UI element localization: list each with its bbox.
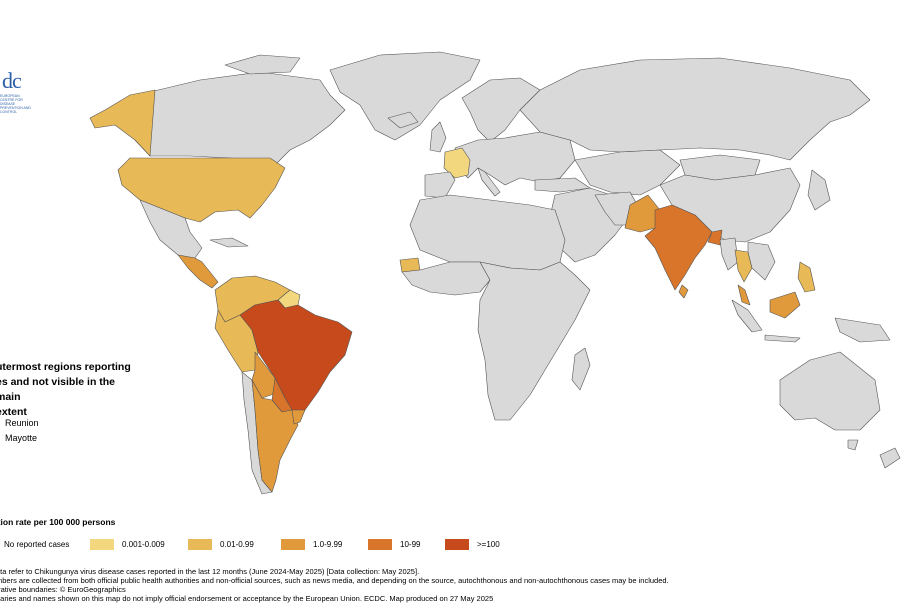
outermost-region-label: Reunion xyxy=(5,418,39,428)
note-line: ata refer to Chikungunya virus disease c… xyxy=(0,567,420,576)
philippines xyxy=(797,261,816,293)
alaska xyxy=(89,89,156,157)
legend-item: 10-99 xyxy=(368,538,420,552)
note-line: trative boundaries: © EuroGeographics xyxy=(0,585,126,594)
borneo xyxy=(769,291,801,319)
outermost-region-item: Reunion xyxy=(0,416,39,431)
new-guinea xyxy=(834,317,891,343)
outermost-title-line-3: extent xyxy=(0,406,27,418)
outermost-regions-title: utermost regions reporting es and not vi… xyxy=(0,360,141,420)
sumatra xyxy=(731,299,763,333)
java xyxy=(764,334,801,343)
iceland xyxy=(387,111,419,129)
central-east-africa xyxy=(477,261,591,421)
cuba xyxy=(209,237,249,248)
legend-swatch xyxy=(90,539,114,551)
indochina xyxy=(747,241,776,281)
legend-item: No reported cases xyxy=(4,538,69,552)
legend-item: 1.0-9.99 xyxy=(281,538,342,552)
legend-label: 10-99 xyxy=(400,540,421,549)
myanmar xyxy=(719,237,739,271)
legend-item: >=100 xyxy=(445,538,500,552)
france xyxy=(443,147,471,179)
canada xyxy=(134,71,346,166)
argentina xyxy=(251,379,299,493)
logo-subtitle: EUROPEAN CENTRE FOR DISEASE PREVENTION A… xyxy=(0,94,31,114)
scandinavia xyxy=(461,77,541,143)
outermost-title-line-1: utermost regions reporting xyxy=(0,361,131,373)
united-states xyxy=(117,157,286,223)
iberia xyxy=(424,171,456,199)
new-zealand xyxy=(879,447,901,469)
india xyxy=(644,204,713,291)
ecdc-logo: dc EUROPEAN CENTRE FOR DISEASE PREVENTIO… xyxy=(0,28,40,114)
italy xyxy=(477,167,501,197)
bangladesh xyxy=(707,229,723,246)
united-kingdom xyxy=(429,121,447,153)
tasmania xyxy=(847,439,859,451)
turkey xyxy=(534,177,591,193)
madagascar xyxy=(571,347,591,391)
legend-label: 0.001-0.009 xyxy=(122,540,165,549)
legend-label: 0.01-0.99 xyxy=(220,540,254,549)
west-africa xyxy=(401,261,491,296)
legend-title: ation rate per 100 000 persons xyxy=(0,517,116,527)
legend-swatch xyxy=(368,539,392,551)
mexico xyxy=(139,199,203,259)
north-africa xyxy=(409,194,566,271)
japan xyxy=(807,169,831,211)
legend: No reported cases 0.001-0.009 0.01-0.99 … xyxy=(0,538,905,552)
brazil xyxy=(239,299,353,421)
central-america xyxy=(177,254,219,289)
legend-item: 0.001-0.009 xyxy=(90,538,165,552)
thailand xyxy=(734,249,753,283)
sri-lanka xyxy=(678,284,689,299)
note-line: mbers are collected from both official p… xyxy=(0,576,669,585)
legend-label: No reported cases xyxy=(4,540,70,549)
russia xyxy=(519,57,871,161)
note-line: daries and names shown on this map do no… xyxy=(0,594,494,603)
outermost-region-label: Mayotte xyxy=(5,433,38,443)
arctic-islands xyxy=(224,54,301,75)
outermost-region-item: Mayotte xyxy=(0,431,39,446)
legend-swatch xyxy=(281,539,305,551)
australia xyxy=(779,351,881,431)
uruguay xyxy=(291,409,306,425)
legend-swatch xyxy=(188,539,212,551)
logo-text: dc xyxy=(2,68,22,93)
senegal xyxy=(399,257,421,273)
legend-label: 1.0-9.99 xyxy=(313,540,343,549)
outermost-title-line-2: es and not visible in the main xyxy=(0,376,116,403)
legend-swatch xyxy=(445,539,469,551)
greenland xyxy=(329,51,481,141)
legend-label: >=100 xyxy=(477,540,500,549)
outermost-regions-list: Reunion Mayotte xyxy=(0,416,39,446)
europe xyxy=(454,131,576,186)
map-notes: ata refer to Chikungunya virus disease c… xyxy=(0,567,669,603)
malaysia xyxy=(737,284,751,306)
legend-item: 0.01-0.99 xyxy=(188,538,254,552)
